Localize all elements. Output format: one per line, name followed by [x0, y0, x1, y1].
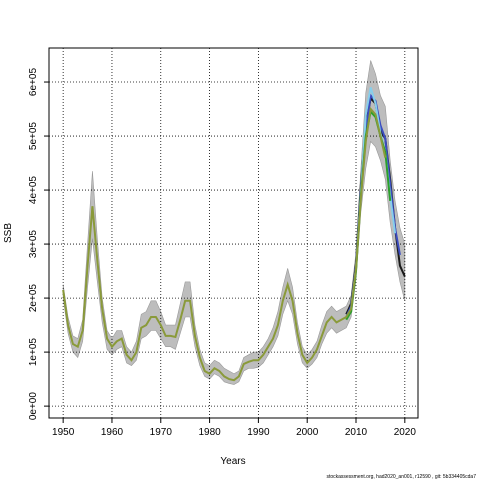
y-tick-label: 4e+05	[28, 176, 39, 205]
y-tick-label: 0e+00	[28, 392, 39, 421]
x-tick-label: 2010	[345, 427, 368, 438]
y-tick-label: 6e+05	[28, 68, 39, 97]
x-axis-label: Years	[220, 456, 245, 467]
footer: stockassessment.org, had2020_an001, r125…	[326, 474, 476, 480]
y-tick-label: 1e+05	[28, 338, 39, 367]
x-tick-label: 1980	[198, 427, 221, 438]
x-tick-label: 1970	[150, 427, 173, 438]
x-tick-label: 2020	[394, 427, 417, 438]
plot-frame	[48, 47, 419, 419]
y-tick-label: 3e+05	[28, 230, 39, 259]
x-tick-label: 1960	[101, 427, 124, 438]
confidence-band	[62, 60, 406, 385]
x-tick-label: 2000	[296, 427, 319, 438]
y-tick-label: 2e+05	[28, 284, 39, 313]
series-line	[62, 106, 387, 382]
y-axis-label: SSB	[3, 223, 14, 243]
x-tick-label: 1950	[52, 427, 75, 438]
x-tick-label: 1990	[247, 427, 270, 438]
y-tick-label: 5e+05	[28, 122, 39, 151]
